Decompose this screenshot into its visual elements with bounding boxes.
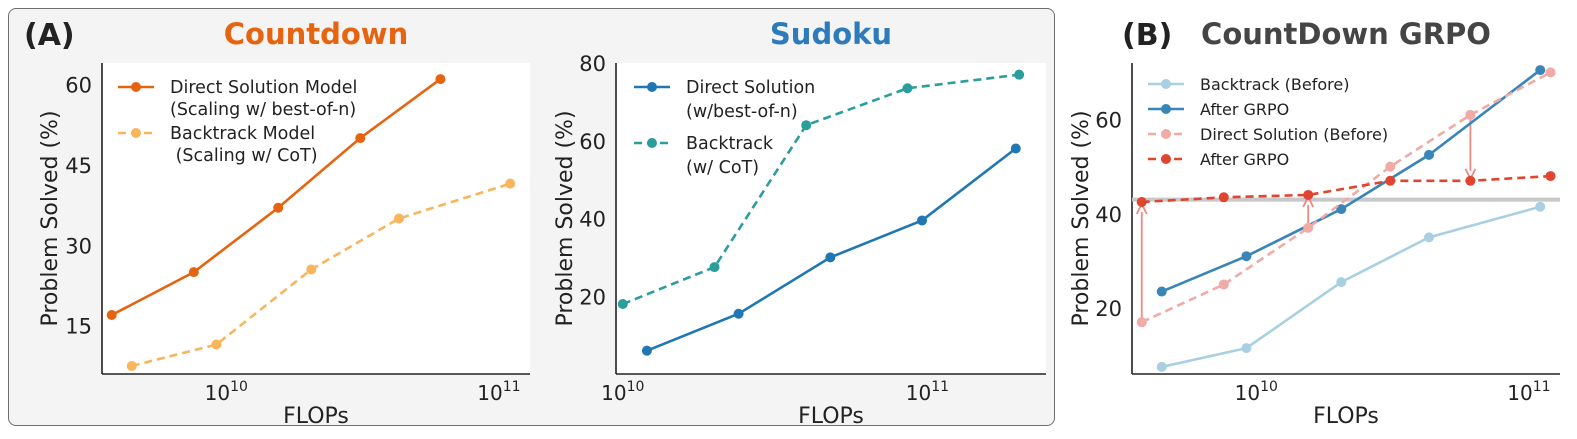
data-point xyxy=(211,339,222,350)
legend-marker xyxy=(1161,104,1171,114)
x-tick-label: 1010 xyxy=(601,379,644,405)
legend-label: Backtrack Model (Scaling w/ CoT) xyxy=(170,124,318,166)
legend-marker xyxy=(1161,154,1171,164)
data-point xyxy=(106,310,117,321)
x-tick-label: 1011 xyxy=(477,379,520,405)
legend-marker xyxy=(647,82,657,92)
data-point xyxy=(1385,161,1396,172)
legend: Backtrack (Before) After GRPO Direct Solut… xyxy=(1148,75,1388,169)
series-line xyxy=(1141,174,1551,204)
chart-title: Countdown xyxy=(224,17,408,51)
data-point xyxy=(1465,175,1476,186)
data-point xyxy=(435,74,446,85)
data-point xyxy=(1156,361,1167,372)
data-point xyxy=(1241,251,1252,262)
legend-label: Direct Solution (Before) xyxy=(1200,125,1388,144)
panel-b-label: (B) xyxy=(1122,18,1172,53)
y-tick-label: 30 xyxy=(65,234,92,258)
data-point xyxy=(273,202,284,213)
panel-a-label: (A) xyxy=(24,18,75,53)
data-point xyxy=(1336,204,1347,215)
data-point xyxy=(825,252,836,263)
data-point xyxy=(709,262,720,273)
data-point xyxy=(505,178,516,189)
data-point xyxy=(1424,149,1435,160)
series-line xyxy=(1141,71,1552,324)
plot-area xyxy=(102,63,530,374)
data-point xyxy=(1303,189,1314,200)
y-tick-label: 20 xyxy=(1095,297,1122,321)
data-point xyxy=(1535,65,1546,76)
data-point xyxy=(733,308,744,319)
legend-label: After GRPO xyxy=(1200,100,1289,119)
data-point xyxy=(617,299,628,310)
y-tick-label: 20 xyxy=(579,285,606,309)
data-point xyxy=(1010,143,1021,154)
legend-label: Backtrack (w/ CoT) xyxy=(686,134,774,178)
data-point xyxy=(1465,109,1476,120)
data-point xyxy=(1303,222,1314,233)
x-tick-label: 1010 xyxy=(205,379,248,405)
legend-marker xyxy=(1161,79,1171,89)
y-tick-label: 60 xyxy=(1095,109,1122,133)
legend-marker xyxy=(647,138,657,148)
legend-marker xyxy=(131,82,141,92)
data-point xyxy=(1545,171,1556,182)
chart-1: Countdown 15 30 45 60 1010 1011 FLOPs Problem So… xyxy=(38,17,530,429)
chart-title: CountDown GRPO xyxy=(1201,17,1491,51)
legend-marker xyxy=(1161,129,1171,139)
chart-2: Sudoku 20 40 60 80 1010 1011 FLOPs Problem Solve… xyxy=(553,17,1046,429)
data-point xyxy=(1385,175,1396,186)
y-tick-label: 60 xyxy=(579,130,606,154)
chart-3: CountDown GRPO 20 40 60 1010 1011 FLOPs Problem… xyxy=(1069,17,1560,429)
data-point xyxy=(355,133,366,144)
y-tick-label: 80 xyxy=(579,52,606,76)
data-point xyxy=(641,345,652,356)
data-point xyxy=(1545,67,1556,78)
plot-area xyxy=(1132,63,1560,374)
y-tick-label: 60 xyxy=(65,73,92,97)
y-tick-label: 40 xyxy=(579,208,606,232)
legend-label: Direct Solution (w/best-of-n) xyxy=(686,78,815,122)
data-point xyxy=(1136,317,1147,328)
y-tick-label: 40 xyxy=(1095,203,1122,227)
x-axis-label: FLOPs xyxy=(283,404,349,429)
y-tick-label: 45 xyxy=(65,154,92,178)
data-point xyxy=(1241,343,1252,354)
legend-label: Direct Solution Model (Scaling w/ best-of… xyxy=(170,78,357,120)
y-axis-label: Problem Solved (%) xyxy=(38,110,63,326)
plot-area xyxy=(616,63,1046,374)
data-point xyxy=(1424,232,1435,243)
legend-marker xyxy=(131,128,141,138)
data-point xyxy=(1218,192,1229,203)
data-point xyxy=(902,83,913,94)
y-axis-label: Problem Solved (%) xyxy=(553,110,578,326)
y-axis-label: Problem Solved (%) xyxy=(1069,110,1094,326)
data-point xyxy=(801,120,812,131)
data-point xyxy=(917,215,928,226)
data-point xyxy=(1535,201,1546,212)
legend: Direct Solution (w/best-of-n) Backtrack (w/… xyxy=(634,78,815,178)
x-tick-label: 1010 xyxy=(1235,379,1278,405)
x-axis-label: FLOPs xyxy=(1313,404,1379,429)
data-point xyxy=(1336,277,1347,288)
legend-label: Backtrack (Before) xyxy=(1200,75,1349,94)
data-point xyxy=(1014,69,1025,80)
y-tick-label: 15 xyxy=(65,315,92,339)
legend-label: After GRPO xyxy=(1200,150,1289,169)
charts: Countdown 15 30 45 60 1010 1011 FLOPs Problem So… xyxy=(38,17,1560,429)
chart-title: Sudoku xyxy=(770,17,892,51)
data-point xyxy=(1218,279,1229,290)
data-point xyxy=(394,213,405,224)
data-point xyxy=(1136,197,1147,208)
x-tick-label: 1011 xyxy=(906,379,949,405)
data-point xyxy=(1156,286,1167,297)
legend: Direct Solution Model (Scaling w/ best-of… xyxy=(118,78,357,166)
x-tick-label: 1011 xyxy=(1507,379,1550,405)
x-axis-label: FLOPs xyxy=(798,404,864,429)
data-point xyxy=(188,267,199,278)
data-point xyxy=(126,360,137,371)
data-point xyxy=(306,264,317,275)
